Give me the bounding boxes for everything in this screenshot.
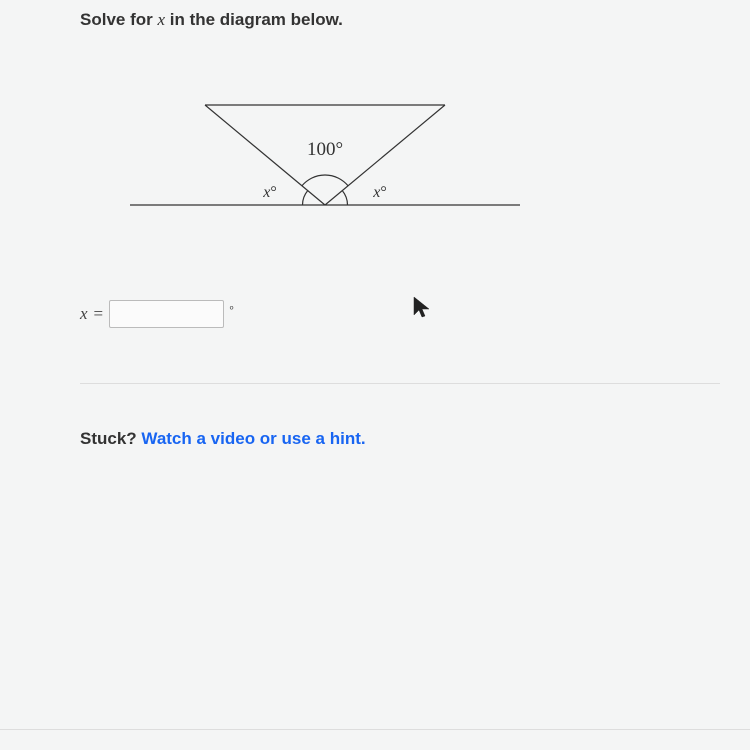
page-bottom-divider [0, 729, 750, 730]
prompt-suffix: in the diagram below. [165, 10, 343, 29]
answer-unit-degree: ∘ [228, 301, 235, 314]
answer-variable: x [80, 304, 88, 324]
question-prompt: Solve for x in the diagram below. [80, 10, 750, 30]
angle-diagram: 100° x° x° [110, 75, 750, 250]
stuck-row: Stuck? Watch a video or use a hint. [80, 429, 750, 449]
prompt-prefix: Solve for [80, 10, 157, 29]
prompt-variable: x [157, 10, 165, 29]
svg-text:x°: x° [372, 184, 387, 201]
svg-text:x°: x° [262, 184, 277, 201]
section-divider [80, 383, 720, 384]
stuck-label: Stuck? [80, 429, 141, 448]
answer-row: x = ∘ [80, 300, 750, 328]
hint-link[interactable]: Watch a video or use a hint. [141, 429, 365, 448]
answer-equals: = [94, 304, 104, 324]
answer-input[interactable] [109, 300, 224, 328]
diagram-svg: 100° x° x° [110, 75, 540, 245]
svg-text:100°: 100° [307, 139, 343, 160]
